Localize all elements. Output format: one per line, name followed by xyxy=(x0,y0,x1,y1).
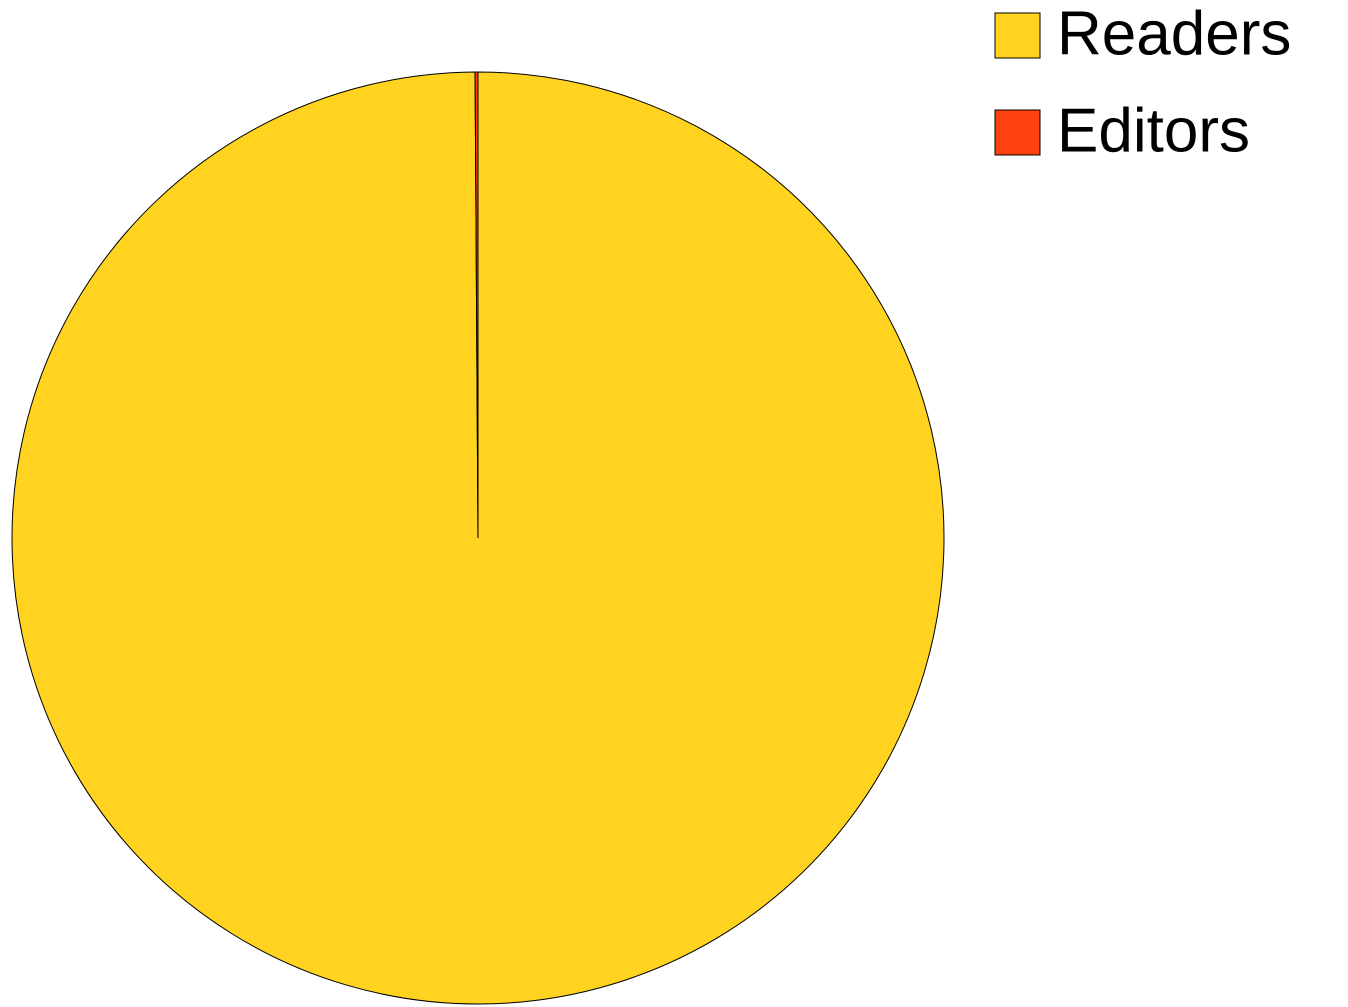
legend-swatch xyxy=(994,12,1041,59)
pie-slice xyxy=(474,71,479,539)
legend-label: Editors xyxy=(1057,96,1250,165)
legend-swatch xyxy=(994,109,1041,156)
legend-label: Readers xyxy=(1057,0,1291,68)
